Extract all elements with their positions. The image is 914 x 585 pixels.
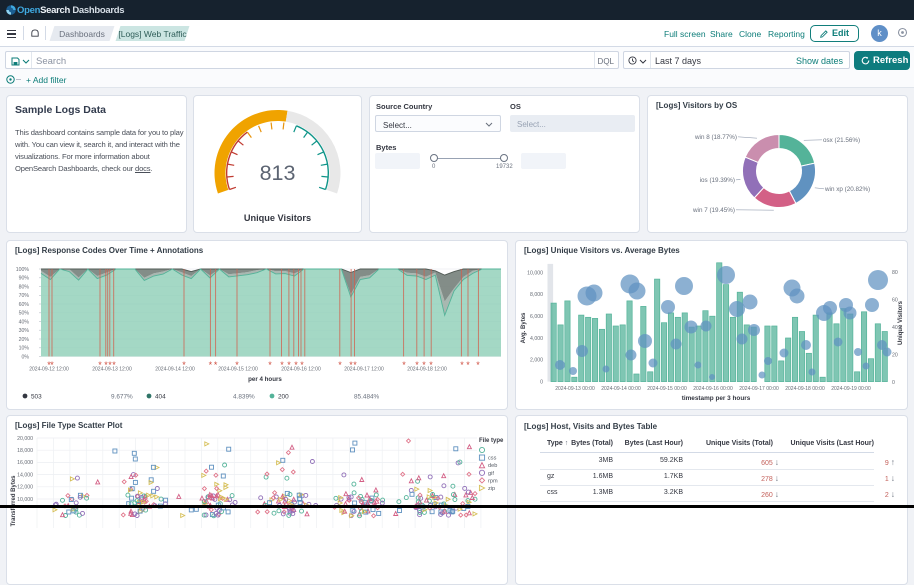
svg-text:2024-09-13 00:00: 2024-09-13 00:00 (555, 386, 595, 392)
svg-text:0%: 0% (22, 354, 30, 360)
svg-text:0: 0 (892, 380, 895, 386)
svg-text:2024-09-18 12:00: 2024-09-18 12:00 (407, 367, 447, 373)
svg-text:50%: 50% (19, 311, 30, 317)
svg-text:30%: 30% (19, 328, 30, 334)
svg-text:zip: zip (488, 486, 495, 492)
svg-text:css: css (488, 456, 497, 462)
svg-text:2024-09-15 12:00: 2024-09-15 12:00 (218, 367, 258, 373)
svg-text:*: * (235, 360, 239, 370)
svg-text:10,000: 10,000 (17, 497, 33, 503)
svg-text:*: * (98, 360, 102, 370)
svg-text:10%: 10% (19, 346, 30, 352)
svg-text:ios (19.39%): ios (19.39%) (700, 177, 735, 184)
svg-text:*: * (280, 360, 284, 370)
svg-text:*: * (294, 360, 298, 370)
svg-text:100%: 100% (16, 267, 30, 273)
svg-text:80%: 80% (19, 284, 30, 290)
svg-text:503: 503 (31, 394, 42, 401)
svg-text:*: * (466, 360, 470, 370)
svg-text:*: * (476, 360, 480, 370)
svg-text:20: 20 (892, 352, 898, 358)
svg-text:40: 40 (892, 325, 898, 331)
svg-text:win xp (20.82%): win xp (20.82%) (824, 186, 870, 193)
svg-text:2024-09-16 00:00: 2024-09-16 00:00 (693, 386, 733, 392)
svg-text:2024-09-19 00:00: 2024-09-19 00:00 (831, 386, 871, 392)
svg-text:*: * (402, 360, 406, 370)
svg-text:rpm: rpm (488, 478, 498, 484)
svg-text:win 7 (19.45%): win 7 (19.45%) (692, 207, 735, 214)
svg-text:*: * (50, 360, 54, 370)
svg-text:2024-09-18 00:00: 2024-09-18 00:00 (785, 386, 825, 392)
svg-text:2,000: 2,000 (530, 358, 543, 364)
svg-text:20,000: 20,000 (17, 436, 33, 442)
svg-text:2024-09-15 00:00: 2024-09-15 00:00 (647, 386, 687, 392)
svg-text:per 4 hours: per 4 hours (248, 376, 282, 383)
svg-text:*: * (415, 360, 419, 370)
svg-text:Avg. Bytes: Avg. Bytes (521, 312, 527, 343)
svg-text:813: 813 (260, 161, 296, 185)
svg-text:0: 0 (540, 379, 543, 385)
svg-text:*: * (47, 360, 51, 370)
svg-text:2024-09-17 12:00: 2024-09-17 12:00 (344, 367, 384, 373)
svg-text:2024-09-12 12:00: 2024-09-12 12:00 (29, 367, 69, 373)
svg-text:14,000: 14,000 (17, 472, 33, 478)
svg-text:*: * (429, 360, 433, 370)
svg-text:2024-09-16 12:00: 2024-09-16 12:00 (281, 367, 321, 373)
svg-text:Unique Visitors: Unique Visitors (244, 213, 311, 223)
svg-text:85.484%: 85.484% (354, 394, 380, 401)
svg-text:*: * (104, 360, 108, 370)
svg-text:File type: File type (479, 438, 504, 444)
svg-text:*: * (353, 360, 357, 370)
svg-text:10,000: 10,000 (527, 270, 543, 276)
svg-text:70%: 70% (19, 293, 30, 299)
svg-text:8,000: 8,000 (530, 292, 543, 298)
svg-text:*: * (214, 360, 218, 370)
svg-text:osx (21.56%): osx (21.56%) (823, 137, 860, 144)
svg-text:win 8 (18.77%): win 8 (18.77%) (694, 134, 737, 141)
svg-text:deb: deb (488, 463, 497, 469)
svg-text:4.839%: 4.839% (233, 394, 255, 401)
svg-text:16,000: 16,000 (17, 460, 33, 466)
svg-text:18,000: 18,000 (17, 448, 33, 454)
svg-text:*: * (300, 360, 304, 370)
svg-text:60: 60 (892, 298, 898, 304)
svg-text:90%: 90% (19, 276, 30, 282)
svg-text:20%: 20% (19, 337, 30, 343)
svg-text:40%: 40% (19, 319, 30, 325)
svg-text:2024-09-14 12:00: 2024-09-14 12:00 (155, 367, 195, 373)
svg-text:*: * (460, 360, 464, 370)
svg-text:*: * (287, 360, 291, 370)
svg-text:*: * (209, 360, 213, 370)
svg-text:2024-09-14 00:00: 2024-09-14 00:00 (601, 386, 641, 392)
svg-text:*: * (422, 360, 426, 370)
svg-text:gif: gif (488, 471, 494, 477)
svg-text:2024-09-17 00:00: 2024-09-17 00:00 (739, 386, 779, 392)
svg-text:*: * (268, 360, 272, 370)
svg-text:80: 80 (892, 270, 898, 276)
svg-text:6,000: 6,000 (530, 314, 543, 320)
svg-text:60%: 60% (19, 302, 30, 308)
svg-text:Transferred Bytes: Transferred Bytes (11, 475, 17, 527)
svg-text:*: * (182, 360, 186, 370)
svg-text:timestamp per 3 hours: timestamp per 3 hours (682, 395, 751, 402)
svg-text:*: * (108, 360, 112, 370)
svg-text:2024-09-13 12:00: 2024-09-13 12:00 (92, 367, 132, 373)
svg-text:12,000: 12,000 (17, 485, 33, 491)
svg-text:200: 200 (278, 394, 289, 401)
svg-text:Unique Visitors: Unique Visitors (898, 300, 904, 345)
svg-text:*: * (349, 360, 353, 370)
svg-text:*: * (338, 360, 342, 370)
svg-text:9.677%: 9.677% (111, 394, 133, 401)
svg-text:4,000: 4,000 (530, 336, 543, 342)
svg-text:*: * (112, 360, 116, 370)
svg-text:404: 404 (155, 394, 166, 401)
